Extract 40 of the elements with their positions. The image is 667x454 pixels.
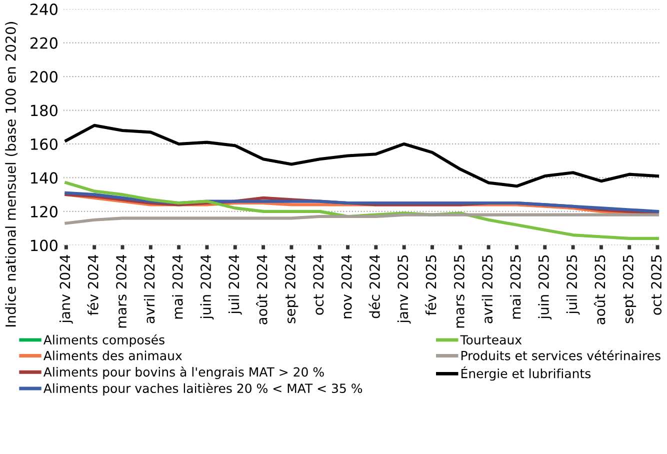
x-tick-label: août 2025 <box>594 255 606 324</box>
y-tick-label: 240 <box>30 4 58 16</box>
x-tick-label: janv 2025 <box>397 255 411 324</box>
y-tick-label: 160 <box>31 138 58 150</box>
x-tick-label: avril 2024 <box>144 254 155 324</box>
legend-label: Tourteaux <box>460 335 522 344</box>
line-series <box>64 213 660 225</box>
x-tick-label: oct 2025 <box>651 255 662 315</box>
x-tick-label: fév 2025 <box>424 255 436 316</box>
x-tick-label: fév 2024 <box>87 254 98 316</box>
x-tick-label: août 2024 <box>256 254 268 324</box>
y-tick-label: 100 <box>31 240 58 252</box>
y-tick-label: 140 <box>31 172 58 184</box>
x-tick-label: mai 2025 <box>510 255 521 319</box>
x-tick-label: déc 2024 <box>368 254 380 318</box>
y-tick-label: 220 <box>30 37 58 49</box>
legend-label: Produits et services vétérinaires <box>461 350 660 360</box>
legend-label: Aliments pour vaches laitières 20 % < MAT < 35 % <box>43 382 362 396</box>
x-tick-label: mai 2024 <box>172 254 183 319</box>
line-series <box>64 124 660 188</box>
x-tick-label: juin 2024 <box>200 254 214 320</box>
x-tick-label: janv 2024 <box>59 254 73 324</box>
y-tick-label: 180 <box>31 104 58 116</box>
legend-label: Aliments pour bovins à l'engrais MAT > 20 % <box>43 366 324 380</box>
x-tick-label: nov 2024 <box>341 254 352 318</box>
x-tick-label: avril 2025 <box>482 255 493 324</box>
y-axis-title: Indice national mensuel (base 100 en 2020) <box>5 22 18 326</box>
x-tick-label: sept 2024 <box>284 254 298 324</box>
x-tick-label: oct 2024 <box>313 254 324 315</box>
legend-label: Aliments des animaux <box>43 350 182 360</box>
x-tick-label: sept 2025 <box>622 255 636 324</box>
x-tick-label: mars 2024 <box>116 254 127 328</box>
y-tick-label: 120 <box>31 206 58 218</box>
legend-label: Aliments composés <box>43 334 164 347</box>
x-tick-label: mars 2025 <box>454 255 464 328</box>
legend-label: Énergie et lubrifiants <box>461 366 591 381</box>
x-tick-label: juil 2025 <box>566 255 580 315</box>
x-tick-label: juil 2024 <box>228 254 242 315</box>
x-tick-label: juin 2025 <box>538 255 552 320</box>
y-tick-label: 200 <box>30 70 58 83</box>
